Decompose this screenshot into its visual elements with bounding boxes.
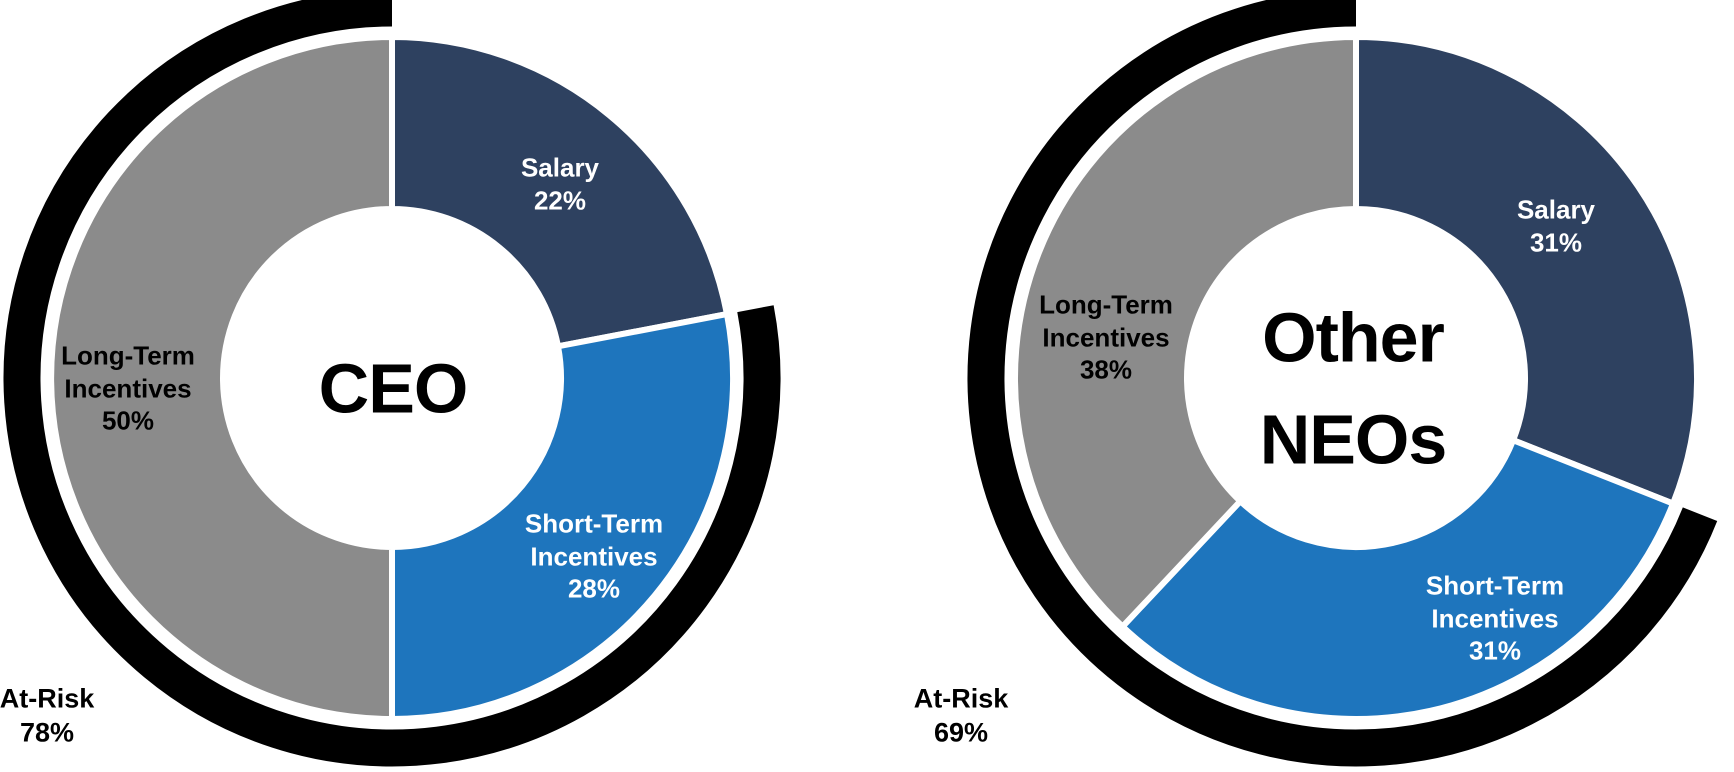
slice-label-ceo-short-term-incentives: Short-Term Incentives 28% <box>492 507 697 605</box>
at-risk-label-pct: 78% <box>19 717 75 747</box>
at-risk-label-ceo: At-Risk 78% <box>0 682 112 750</box>
slice-label-pct: 31% <box>1529 227 1583 257</box>
slice-label-pct: 28% <box>567 573 621 604</box>
donut-slice-1-short-term-incentives <box>1118 436 1677 722</box>
slice-label-ceo-long-term-incentives: Long-Term Incentives 50% <box>31 339 226 437</box>
slice-label-pct: 31% <box>1468 635 1522 666</box>
at-risk-arc-0 <box>3 0 781 767</box>
slice-label-text: Salary <box>520 152 600 183</box>
at-risk-label-text: At-Risk <box>0 683 95 714</box>
slice-label-text: Long-Term Incentives <box>1039 289 1173 352</box>
slice-label-pct: 22% <box>533 185 587 215</box>
slice-label-text: Salary <box>1516 194 1596 225</box>
at-risk-label-pct: 69% <box>933 717 989 747</box>
center-label-other-neos: Other NEOs <box>1259 298 1448 479</box>
slice-label-pct: 38% <box>1079 354 1133 385</box>
at-risk-label-text: At-Risk <box>913 683 1009 714</box>
slice-label-neos-long-term-incentives: Long-Term Incentives 38% <box>1009 288 1204 386</box>
slice-label-text: Long-Term Incentives <box>61 340 195 403</box>
donut-slice-0-salary <box>389 33 731 350</box>
at-risk-arc-1 <box>967 0 1718 767</box>
slice-label-neos-short-term-incentives: Short-Term Incentives 31% <box>1393 569 1598 667</box>
donut-slice-0-short-term-incentives <box>389 310 736 723</box>
donut-slice-1-salary <box>1353 33 1700 508</box>
slice-label-pct: 50% <box>101 405 155 436</box>
donut-slice-0-long-term-incentives <box>48 33 395 723</box>
slice-label-neos-salary: Salary 31% <box>1471 194 1641 259</box>
slice-label-text: Short-Term Incentives <box>524 508 664 571</box>
slice-label-text: Short-Term Incentives <box>1425 570 1565 633</box>
center-label-ceo: CEO <box>318 349 469 428</box>
at-risk-label-neos: At-Risk 69% <box>896 682 1026 750</box>
donut-slice-1-long-term-incentives <box>1012 33 1359 631</box>
slice-label-ceo-salary: Salary 22% <box>475 152 645 217</box>
